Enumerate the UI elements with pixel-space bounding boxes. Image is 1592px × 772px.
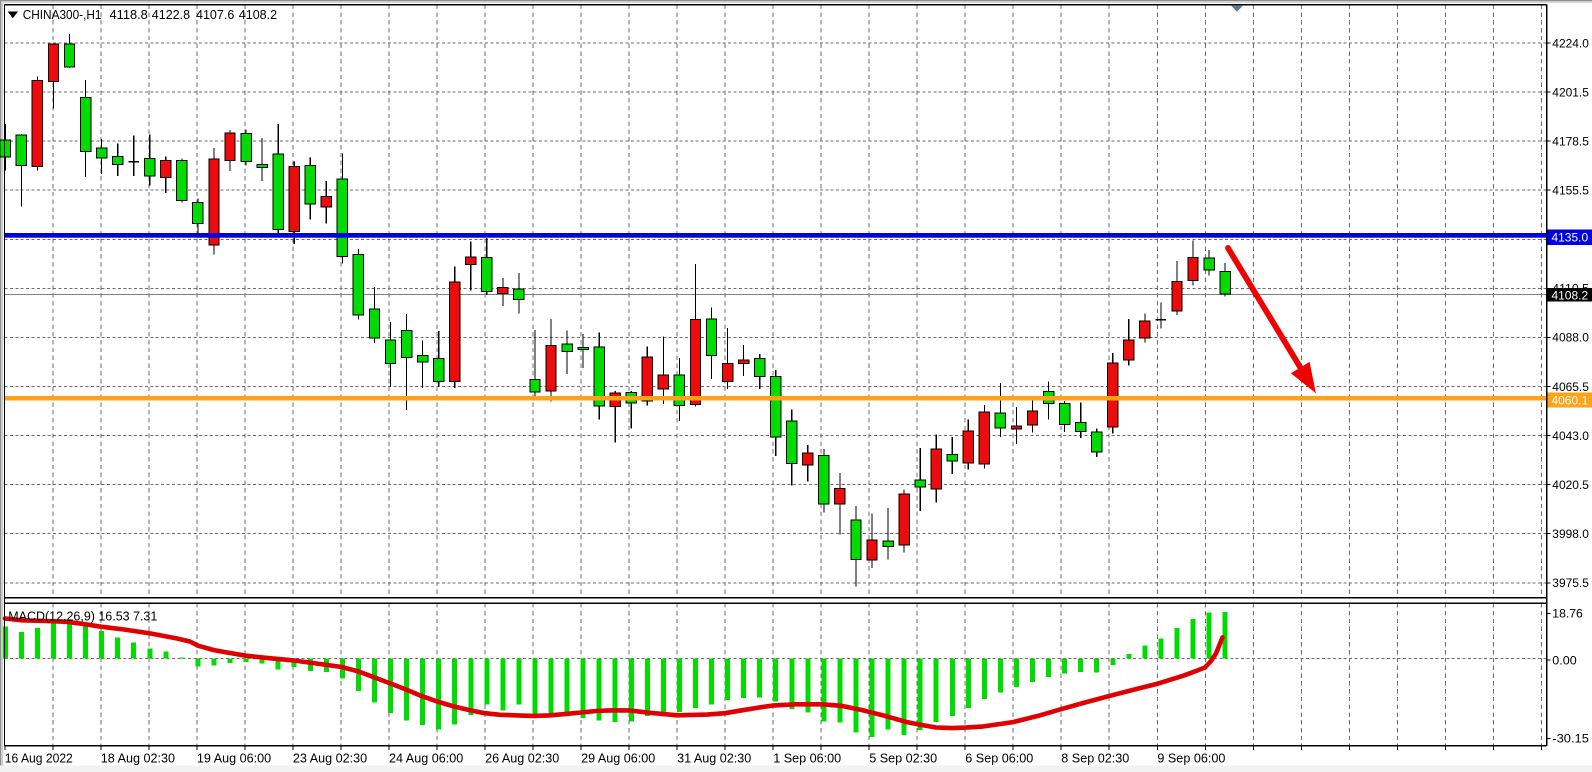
svg-text:4122.8: 4122.8 bbox=[152, 7, 190, 22]
svg-text:4201.5: 4201.5 bbox=[1552, 85, 1589, 99]
svg-text:4088.0: 4088.0 bbox=[1552, 331, 1589, 345]
svg-text:4060.1: 4060.1 bbox=[1552, 394, 1589, 408]
svg-text:0.00: 0.00 bbox=[1552, 653, 1577, 667]
svg-text:16 Aug 2022: 16 Aug 2022 bbox=[5, 752, 73, 766]
svg-text:23 Aug 02:30: 23 Aug 02:30 bbox=[293, 752, 367, 766]
svg-text:4118.8: 4118.8 bbox=[110, 7, 148, 22]
svg-text:1 Sep 06:00: 1 Sep 06:00 bbox=[773, 752, 841, 766]
svg-text:4043.0: 4043.0 bbox=[1552, 429, 1589, 443]
svg-text:24 Aug 06:00: 24 Aug 06:00 bbox=[389, 752, 463, 766]
svg-text:4155.5: 4155.5 bbox=[1552, 184, 1589, 198]
svg-text:31 Aug 02:30: 31 Aug 02:30 bbox=[677, 752, 751, 766]
svg-text:4107.6: 4107.6 bbox=[196, 7, 234, 22]
svg-text:4065.5: 4065.5 bbox=[1552, 380, 1589, 394]
svg-text:-30.15: -30.15 bbox=[1552, 732, 1589, 746]
svg-text:MACD(12,26,9) 16.53 7.31: MACD(12,26,9) 16.53 7.31 bbox=[8, 610, 157, 624]
svg-text:9 Sep 06:00: 9 Sep 06:00 bbox=[1157, 752, 1225, 766]
svg-text:4108.2: 4108.2 bbox=[239, 7, 277, 22]
svg-text:5 Sep 02:30: 5 Sep 02:30 bbox=[869, 752, 937, 766]
svg-text:26 Aug 02:30: 26 Aug 02:30 bbox=[485, 752, 559, 766]
svg-text:29 Aug 06:00: 29 Aug 06:00 bbox=[581, 752, 655, 766]
svg-text:CHINA300-,H1: CHINA300-,H1 bbox=[23, 7, 102, 22]
svg-text:18.76: 18.76 bbox=[1552, 607, 1583, 621]
svg-text:19 Aug 06:00: 19 Aug 06:00 bbox=[197, 752, 271, 766]
svg-text:3975.5: 3975.5 bbox=[1552, 576, 1589, 590]
svg-text:18 Aug 02:30: 18 Aug 02:30 bbox=[101, 752, 175, 766]
svg-text:4108.2: 4108.2 bbox=[1552, 288, 1589, 302]
svg-text:4178.5: 4178.5 bbox=[1552, 135, 1589, 149]
svg-text:6 Sep 06:00: 6 Sep 06:00 bbox=[965, 752, 1033, 766]
svg-text:4020.5: 4020.5 bbox=[1552, 478, 1589, 492]
svg-text:4135.0: 4135.0 bbox=[1552, 231, 1589, 245]
svg-text:4224.0: 4224.0 bbox=[1552, 36, 1589, 50]
svg-text:3998.0: 3998.0 bbox=[1552, 527, 1589, 541]
svg-text:8 Sep 02:30: 8 Sep 02:30 bbox=[1061, 752, 1129, 766]
